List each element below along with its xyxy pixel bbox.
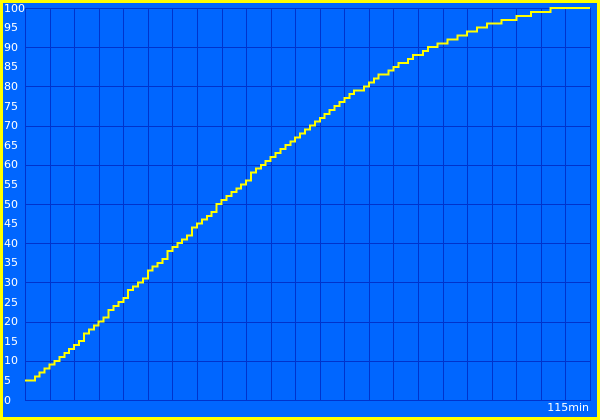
y-tick-label-5: 5 [4,373,11,387]
y-tick-label-95: 95 [4,21,18,35]
data-series-group [25,7,590,382]
y-tick-label-0: 0 [4,393,11,407]
gridlines [25,8,591,401]
y-tick-label-100: 100 [4,1,25,15]
y-tick-label-65: 65 [4,138,18,152]
y-tick-label-80: 80 [4,79,18,93]
y-tick-label-20: 20 [4,315,18,329]
series-line-0 [25,7,590,382]
y-tick-label-85: 85 [4,60,18,74]
y-tick-label-75: 75 [4,99,18,113]
y-tick-label-50: 50 [4,197,18,211]
y-tick-label-45: 45 [4,217,18,231]
y-tick-label-25: 25 [4,295,18,309]
plot-frame [25,8,591,401]
y-tick-label-40: 40 [4,236,18,250]
y-tick-label-15: 15 [4,334,18,348]
x-axis-duration-label: 115min [547,401,589,414]
y-tick-label-30: 30 [4,275,18,289]
plot-canvas: 0 5 10 15 20 25 30 35 40 45 50 55 60 65 70 75 80 85 90 95 10… [3,3,597,417]
y-tick-label-90: 90 [4,40,18,54]
y-tick-label-70: 70 [4,119,18,133]
y-tick-label-10: 10 [4,354,18,368]
y-tick-label-55: 55 [4,177,18,191]
y-tick-label-35: 35 [4,256,18,270]
plot-svg [25,7,591,401]
y-tick-label-60: 60 [4,158,18,172]
